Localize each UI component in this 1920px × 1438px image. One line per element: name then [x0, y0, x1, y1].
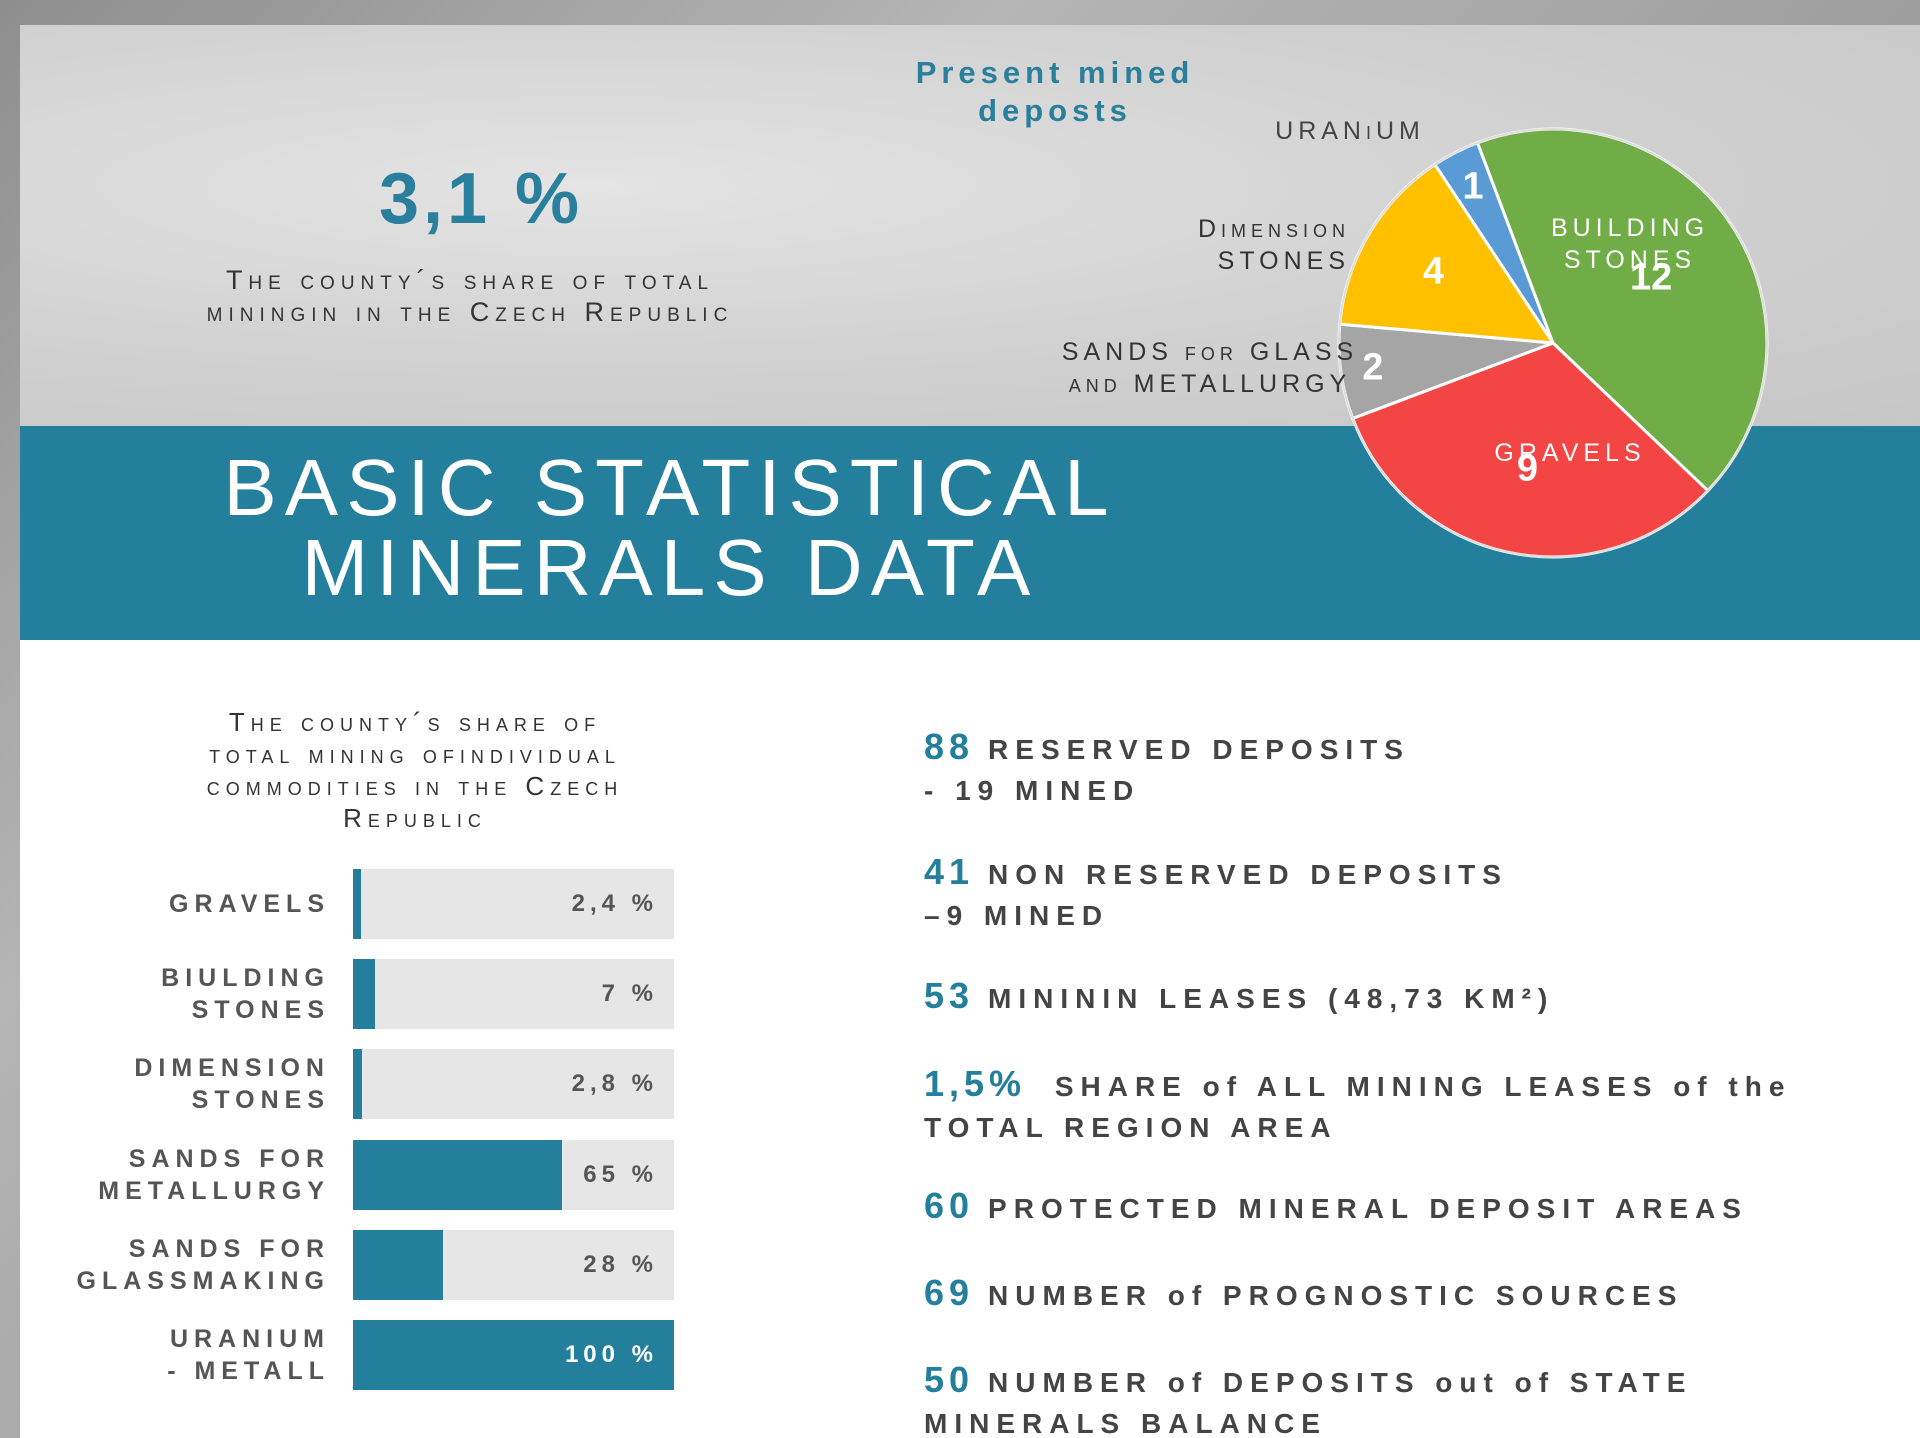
- stat-text: NUMBER of DEPOSITS out of STATE MINERALS…: [924, 1367, 1692, 1438]
- bar-category: URANIUM - METALL: [20, 1323, 330, 1387]
- stat: 69 NUMBER of PROGNOSTIC SOURCES: [924, 1272, 1904, 1316]
- bar-category: DIMENSION STONES: [20, 1052, 330, 1116]
- stat: 1,5% SHARE of ALL MINING LEASES of the T…: [924, 1063, 1904, 1148]
- stat-text: NUMBER of PROGNOSTIC SOURCES: [988, 1280, 1683, 1311]
- stat-text: NON RESERVED DEPOSITS –9 MINED: [924, 859, 1508, 931]
- pie-label: SANDS for GLASS and METALLURGY: [1010, 336, 1410, 400]
- pie-label: URANiUM: [1230, 115, 1470, 147]
- stat: 60 PROTECTED MINERAL DEPOSIT AREAS: [924, 1185, 1904, 1229]
- pie-label: GRAVELS: [1450, 437, 1690, 469]
- bar-value-label: 100 %: [353, 1341, 658, 1369]
- stat-number: 60: [924, 1185, 974, 1226]
- stat-number: 88: [924, 726, 974, 767]
- stat-number: 69: [924, 1272, 974, 1313]
- bar-value-label: 2,8 %: [353, 1070, 658, 1098]
- pie-value: 2: [1362, 346, 1383, 389]
- bar-value-label: 7 %: [353, 980, 658, 1008]
- pie-value: 1: [1463, 165, 1484, 208]
- bar-value-label: 65 %: [353, 1161, 658, 1189]
- bar-category: GRAVELS: [20, 888, 330, 920]
- pie-label: Dimension STONES: [1110, 213, 1350, 277]
- stat-number: 53: [924, 975, 974, 1016]
- stat-number: 50: [924, 1359, 974, 1400]
- pie-value: 4: [1423, 250, 1444, 293]
- bar-value-label: 28 %: [353, 1251, 658, 1279]
- bar-category: SANDS FOR METALLURGY: [20, 1143, 330, 1207]
- pie-value: 12: [1630, 257, 1672, 300]
- pie-value: 9: [1517, 447, 1538, 490]
- stat-number: 41: [924, 851, 974, 892]
- bar-category: SANDS FOR GLASSMAKING: [20, 1233, 330, 1297]
- stat-text: RESERVED DEPOSITS - 19 MINED: [924, 734, 1410, 806]
- bar-value-label: 2,4 %: [353, 890, 658, 918]
- bar-category: BIULDING STONES: [20, 962, 330, 1026]
- stat-text: SHARE of ALL MINING LEASES of the TOTAL …: [924, 1071, 1791, 1143]
- stat: 53 MINININ LEASES (48,73 KM²): [924, 975, 1904, 1019]
- stat-text: MINININ LEASES (48,73 KM²): [988, 983, 1554, 1014]
- infographic: 3,1 % The county´s share of total mining…: [0, 0, 1920, 1438]
- stat-text: PROTECTED MINERAL DEPOSIT AREAS: [988, 1193, 1748, 1224]
- stat-number: 1,5%: [924, 1063, 1026, 1104]
